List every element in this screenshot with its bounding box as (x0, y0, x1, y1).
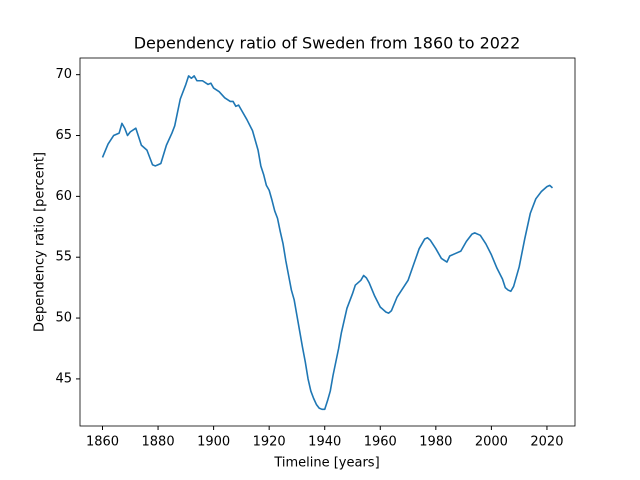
y-tick-label: 60 (55, 189, 72, 204)
data-line (101, 75, 554, 411)
x-tick-label: 2000 (475, 435, 508, 450)
y-tick-label: 65 (55, 128, 72, 143)
x-tick-label: 1860 (86, 435, 119, 450)
plot-frame (79, 57, 576, 427)
x-tick-label: 1960 (364, 435, 397, 450)
x-tick-label: 1920 (253, 435, 286, 450)
x-tick-label: 2020 (530, 435, 563, 450)
y-tick-label: 45 (55, 371, 72, 386)
y-axis-label: Dependency ratio [percent] (33, 152, 48, 332)
x-tick-label: 1940 (308, 435, 341, 450)
x-tick-label: 1880 (142, 435, 175, 450)
x-tick-label: 1980 (419, 435, 452, 450)
x-tick-label: 1900 (197, 435, 230, 450)
y-tick-label: 50 (55, 311, 72, 326)
chart-title: Dependency ratio of Sweden from 1860 to … (134, 34, 521, 53)
y-tick-label: 55 (55, 250, 72, 265)
y-tick-label: 70 (55, 67, 72, 82)
x-axis-label: Timeline [years] (273, 456, 379, 471)
